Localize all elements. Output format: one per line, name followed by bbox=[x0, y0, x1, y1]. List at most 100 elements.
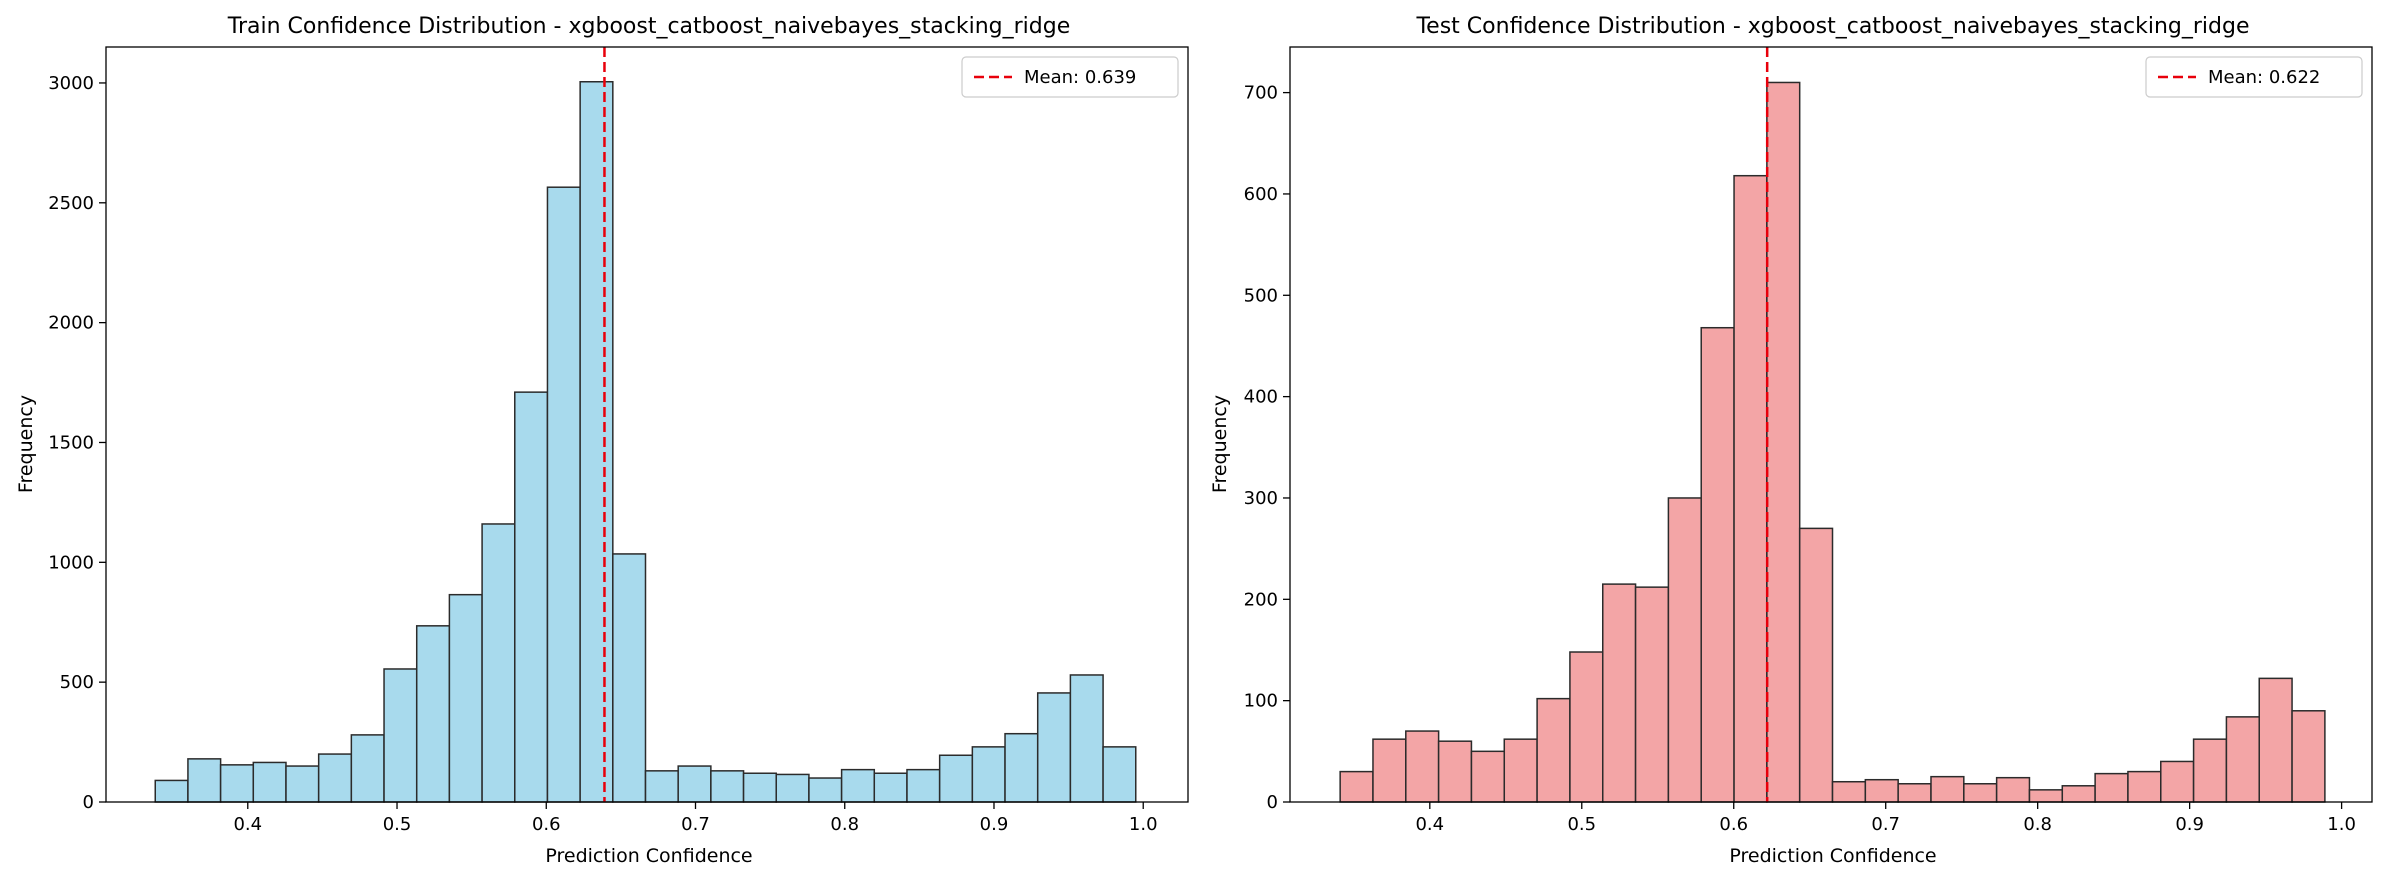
histogram-bar bbox=[1069, 674, 1104, 803]
histogram-bar bbox=[808, 777, 843, 803]
x-tick-label: 0.9 bbox=[2175, 814, 2204, 835]
histogram-bar bbox=[1004, 732, 1039, 803]
histogram-bar bbox=[1831, 780, 1867, 803]
y-tick-label: 100 bbox=[1244, 691, 1278, 712]
x-tick-label: 0.6 bbox=[532, 814, 561, 835]
histogram-bar bbox=[350, 734, 385, 803]
x-tick-label: 0.7 bbox=[1871, 814, 1900, 835]
histogram-bar bbox=[154, 779, 189, 803]
y-tick-label: 500 bbox=[60, 672, 94, 693]
histogram-bar bbox=[906, 768, 941, 803]
histogram-bar bbox=[2160, 760, 2195, 803]
histogram-bar bbox=[1864, 778, 1899, 803]
histogram-bar bbox=[1602, 583, 1637, 803]
histogram-bar bbox=[546, 186, 581, 803]
histogram-bar bbox=[1036, 692, 1072, 803]
x-tick-label: 1.0 bbox=[1129, 814, 1158, 835]
histogram-bar bbox=[1372, 738, 1407, 803]
histogram-bar bbox=[514, 391, 549, 803]
x-tick-label: 0.5 bbox=[1567, 814, 1596, 835]
histogram-bar bbox=[1930, 775, 1965, 803]
histogram-bar bbox=[1569, 651, 1604, 803]
histogram-bar bbox=[742, 772, 777, 803]
histogram-bar bbox=[1897, 783, 1932, 803]
histogram-bar bbox=[2028, 789, 2064, 803]
y-tick-label: 1000 bbox=[48, 552, 94, 573]
histogram-bar bbox=[579, 81, 614, 803]
histogram-bar bbox=[2127, 770, 2162, 803]
histogram-bar bbox=[1102, 746, 1137, 803]
histogram-bar bbox=[1634, 586, 1670, 803]
x-tick-label: 0.5 bbox=[383, 814, 412, 835]
histogram-bar bbox=[1733, 174, 1768, 803]
histogram-bar bbox=[1963, 783, 1998, 803]
y-tick-label: 0 bbox=[83, 792, 94, 813]
y-axis-label: Frequency bbox=[15, 395, 37, 493]
histogram-bar bbox=[1995, 776, 2031, 803]
histogram-bar bbox=[317, 753, 353, 803]
y-tick-label: 0 bbox=[1267, 792, 1278, 813]
histogram-bar bbox=[1798, 527, 1834, 803]
y-axis-label: Frequency bbox=[1209, 395, 1231, 493]
y-tick-label: 200 bbox=[1244, 589, 1278, 610]
y-tick-label: 600 bbox=[1244, 184, 1278, 205]
x-tick-label: 0.8 bbox=[830, 814, 859, 835]
train-confidence-panel: Train Confidence Distribution - xgboost_… bbox=[15, 14, 1189, 867]
histogram-bar bbox=[219, 764, 255, 803]
legend-box bbox=[961, 56, 1179, 98]
y-tick-label: 3000 bbox=[48, 73, 94, 94]
histogram-bar bbox=[187, 758, 222, 803]
plot-area: 0.4 0.5 0.6 0.7 0.8 0.9 1.0 0 100 200 300 400 500 600… bbox=[1244, 46, 2373, 835]
histogram-bar bbox=[775, 773, 810, 803]
histogram-bar bbox=[2094, 772, 2129, 803]
histogram-bar bbox=[612, 553, 647, 803]
y-tick-label: 500 bbox=[1244, 285, 1278, 306]
histogram-bar bbox=[2192, 738, 2228, 803]
histogram-bar bbox=[285, 765, 320, 803]
histogram-bar bbox=[2225, 716, 2260, 803]
histogram-bar bbox=[383, 668, 418, 803]
histogram-bar bbox=[448, 593, 483, 803]
plot-area: 0.4 0.5 0.6 0.7 0.8 0.9 1.0 0 500 1000 1500 2000 250… bbox=[48, 46, 1189, 835]
histogram-bar bbox=[1536, 697, 1571, 803]
histogram-bar bbox=[1339, 770, 1374, 803]
legend-label: Mean: 0.622 bbox=[2208, 67, 2320, 88]
histogram-bar bbox=[840, 768, 876, 803]
histogram-bar bbox=[1667, 497, 1702, 803]
axes-frame bbox=[1289, 46, 2373, 803]
y-tick-label: 2500 bbox=[48, 193, 94, 214]
histogram-bar bbox=[252, 761, 287, 803]
y-tick-label: 1500 bbox=[48, 432, 94, 453]
legend-box bbox=[2145, 56, 2363, 98]
x-tick-label: 0.9 bbox=[980, 814, 1009, 835]
histogram-bar bbox=[415, 625, 451, 803]
chart-title: Test Confidence Distribution - xgboost_c… bbox=[1415, 14, 2249, 39]
x-axis-label: Prediction Confidence bbox=[545, 845, 752, 867]
histogram-bar bbox=[2291, 710, 2326, 803]
histogram-bar bbox=[1766, 81, 1801, 803]
x-tick-label: 1.0 bbox=[2327, 814, 2356, 835]
histogram-bar bbox=[873, 772, 908, 803]
histogram-bar bbox=[938, 754, 974, 803]
histogram-bar bbox=[644, 770, 679, 803]
y-tick-label: 400 bbox=[1244, 387, 1278, 408]
histogram-bar bbox=[710, 770, 745, 803]
legend-label: Mean: 0.639 bbox=[1024, 67, 1136, 88]
histogram-bar bbox=[481, 523, 516, 803]
test-confidence-panel: Test Confidence Distribution - xgboost_c… bbox=[1209, 14, 2373, 867]
x-tick-label: 0.4 bbox=[233, 814, 262, 835]
histogram-bar bbox=[971, 746, 1006, 803]
x-tick-label: 0.6 bbox=[1719, 814, 1748, 835]
histogram-bar bbox=[1437, 740, 1473, 803]
y-tick-label: 700 bbox=[1244, 83, 1278, 104]
histogram-bar bbox=[2258, 677, 2293, 803]
histogram-bar bbox=[1700, 326, 1735, 803]
histogram-bar bbox=[1503, 738, 1538, 803]
chart-title: Train Confidence Distribution - xgboost_… bbox=[227, 14, 1070, 39]
y-tick-label: 2000 bbox=[48, 313, 94, 334]
y-tick-label: 300 bbox=[1244, 488, 1278, 509]
histogram-bar bbox=[677, 765, 712, 803]
histogram-bar bbox=[1405, 730, 1440, 803]
x-tick-label: 0.7 bbox=[681, 814, 710, 835]
